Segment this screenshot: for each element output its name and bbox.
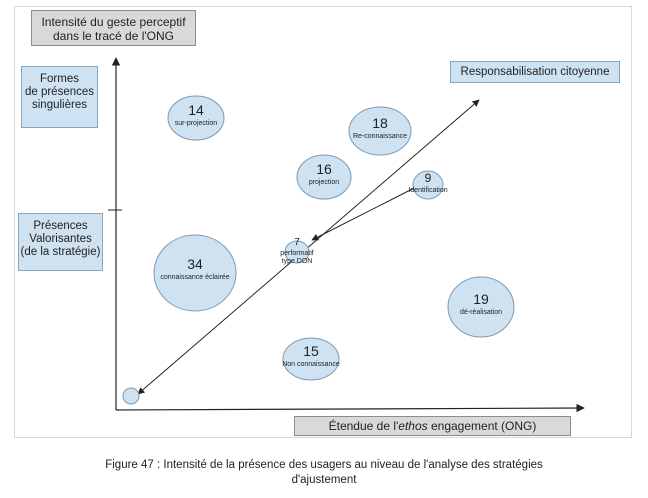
bubble-number: 15 [303, 343, 319, 359]
bubble-label: Non connaissance [282, 361, 340, 368]
bubble-label: dé-réalisation [460, 309, 502, 316]
bubble-shape [348, 106, 412, 156]
bubble-14: 14 sur-projection [167, 95, 225, 141]
figure-frame [14, 6, 632, 438]
y-axis-title: Intensité du geste perceptif dans le tra… [31, 10, 196, 46]
bubble-shape [122, 387, 140, 405]
bubble-15: 15 Non connaissance [282, 337, 340, 381]
bubble-origin [122, 387, 140, 405]
figure-caption: Figure 47 : Intensité de la présence des… [105, 459, 543, 486]
bubble-shape [412, 170, 444, 200]
bubble-shape [153, 234, 237, 312]
bubble-number: 7 [294, 237, 300, 248]
bubble-18: 18 Re-connaissance [348, 106, 412, 156]
x-axis [115, 403, 585, 413]
pointer-arrow [311, 182, 425, 241]
bubble-label: performatif [280, 250, 314, 257]
bubble-number: 16 [316, 161, 332, 177]
bubble-34: 34 connaissance éclairée [153, 234, 237, 312]
bubble-16: 16 projection [296, 154, 352, 200]
bubble-label: sur-projection [175, 120, 218, 127]
bubble-number: 14 [188, 102, 204, 118]
bubble-group: 14 sur-projection 18 Re-connaissance 16 proje… [122, 95, 515, 405]
bubble-number: 34 [187, 256, 203, 272]
bubble-label: type DON [282, 258, 313, 265]
x-axis-title: Étendue de l'ethos engagement (ONG) [294, 416, 571, 436]
zone-presences-valorisantes: Présences Valorisantes (de la stratégie) [18, 213, 103, 271]
bubble-shape [167, 95, 225, 141]
bubble-number: 18 [372, 115, 388, 131]
bubble-number: 9 [425, 171, 432, 185]
bubble-shape [282, 337, 340, 381]
bubble-19: 19 dé-réalisation [447, 276, 515, 338]
bubble-number: 19 [473, 291, 489, 307]
bubble-label: projection [309, 179, 339, 186]
bubble-shape [447, 276, 515, 338]
zone-formes-singulieres: Formes de présences singulières [21, 66, 98, 128]
diagonal-label: Responsabilisation citoyenne [450, 61, 620, 83]
bubble-label: Identification [408, 187, 447, 194]
bubble-shape [284, 240, 310, 264]
bubble-label: connaissance éclairée [160, 274, 229, 281]
bubble-9: 9 Identification [408, 170, 448, 200]
diagonal-arrow [137, 99, 480, 395]
bubble-label: Re-connaissance [353, 133, 407, 140]
bubble-shape [296, 154, 352, 200]
